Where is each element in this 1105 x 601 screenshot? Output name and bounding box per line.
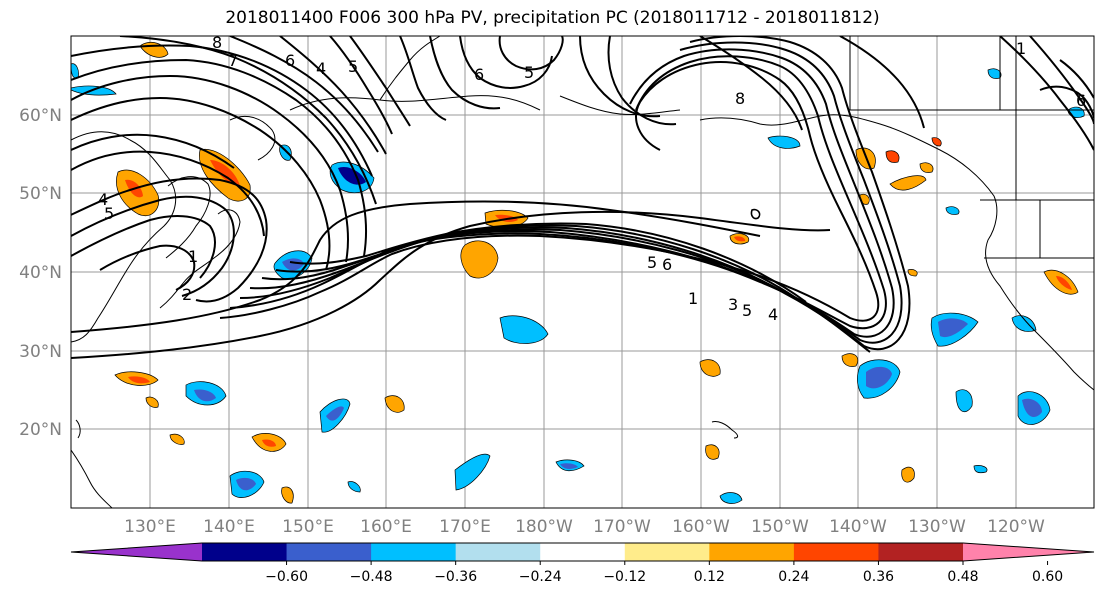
- lon-label: 130°E: [124, 517, 176, 537]
- colorbar-tick-label: 0.36: [863, 569, 894, 585]
- contour-label: 5: [104, 204, 114, 223]
- colorbar-segment: [793, 543, 879, 561]
- lat-label-30n: 30°N: [19, 342, 62, 362]
- lon-label: 140°W: [829, 517, 887, 537]
- colorbar-tick-label: 0.24: [778, 569, 809, 585]
- contour-label: 6: [1076, 91, 1086, 110]
- colorbar-tick-label: −0.36: [434, 569, 477, 585]
- lon-label: 150°E: [282, 517, 334, 537]
- lat-label-50n: 50°N: [19, 184, 62, 204]
- lon-label: 130°W: [908, 517, 966, 537]
- contour-label: 5: [348, 57, 358, 76]
- colorbar: −0.60 −0.48 −0.36 −0.24 −0.12 0.12 0.24 0.36 0.4…: [70, 542, 1095, 585]
- colorbar-tick-label: −0.12: [603, 569, 646, 585]
- lat-label-40n: 40°N: [19, 263, 62, 283]
- colorbar-segment: [286, 543, 372, 561]
- colorbar-segment: [878, 543, 964, 561]
- colorbar-segment: [455, 543, 541, 561]
- contour-label: 5: [647, 253, 657, 272]
- contour-label: 6: [285, 51, 295, 70]
- colorbar-tick-label: 0.48: [947, 569, 978, 585]
- lat-label-20n: 20°N: [19, 420, 62, 440]
- precipitation-anomaly-fill: [71, 42, 1085, 504]
- lon-label: 120°W: [987, 517, 1045, 537]
- colorbar-outline: [70, 542, 1095, 562]
- colorbar-tick-label: −0.48: [350, 569, 393, 585]
- colorbar-tick-label: −0.24: [519, 569, 562, 585]
- lon-label: 140°E: [203, 517, 255, 537]
- colorbar-segment: [202, 543, 288, 561]
- map-title: 2018011400 F006 300 hPa PV, precipitatio…: [225, 8, 880, 28]
- contour-label: 6: [662, 255, 672, 274]
- colorbar-segment: [540, 543, 626, 561]
- contour-label: 8: [735, 89, 745, 108]
- map-frame: [70, 35, 1095, 509]
- colorbar-extend-min: [71, 543, 202, 561]
- contour-label: 5: [524, 63, 534, 82]
- contour-label: 4: [98, 190, 108, 209]
- contour-label: 1: [188, 247, 198, 266]
- contour-label: 1: [1016, 39, 1026, 58]
- colorbar-tick-label: 0.60: [1032, 569, 1063, 585]
- contour-label: 1: [688, 289, 698, 308]
- longitude-labels: 130°E 140°E 150°E 160°E 170°E 180°W 170°…: [124, 517, 1045, 537]
- lon-label: 160°E: [360, 517, 412, 537]
- colorbar-segment: [624, 543, 710, 561]
- colorbar-segment: [709, 543, 795, 561]
- contour-label: 8: [212, 33, 222, 52]
- lat-label-60n: 60°N: [19, 106, 62, 126]
- latitude-labels: 60°N 50°N 40°N 30°N 20°N: [19, 106, 62, 440]
- contour-label: 3: [728, 295, 738, 314]
- colorbar-tick-label: −0.60: [265, 569, 308, 585]
- gridlines: [71, 36, 1094, 508]
- lon-label: 150°W: [751, 517, 809, 537]
- contour-label: 7: [228, 51, 238, 70]
- contour-label: 4: [768, 305, 778, 324]
- contour-label: 5: [742, 301, 752, 320]
- contour-labels: 8 7 6 4 5 6 5 4 5 2 1 5 6 1 3 5 4 8 6 1: [98, 33, 1086, 324]
- pv-contours: [71, 36, 1094, 359]
- colorbar-segment: [371, 543, 457, 561]
- lon-label: 170°E: [439, 517, 491, 537]
- lon-label: 180°W: [515, 517, 573, 537]
- lon-label: 170°W: [593, 517, 651, 537]
- lon-label: 160°W: [672, 517, 730, 537]
- contour-label: 2: [182, 285, 192, 304]
- colorbar-extend-max: [963, 543, 1094, 561]
- contour-label: 6: [474, 65, 484, 84]
- colorbar-tick-label: 0.12: [694, 569, 725, 585]
- contour-label: 4: [316, 59, 326, 78]
